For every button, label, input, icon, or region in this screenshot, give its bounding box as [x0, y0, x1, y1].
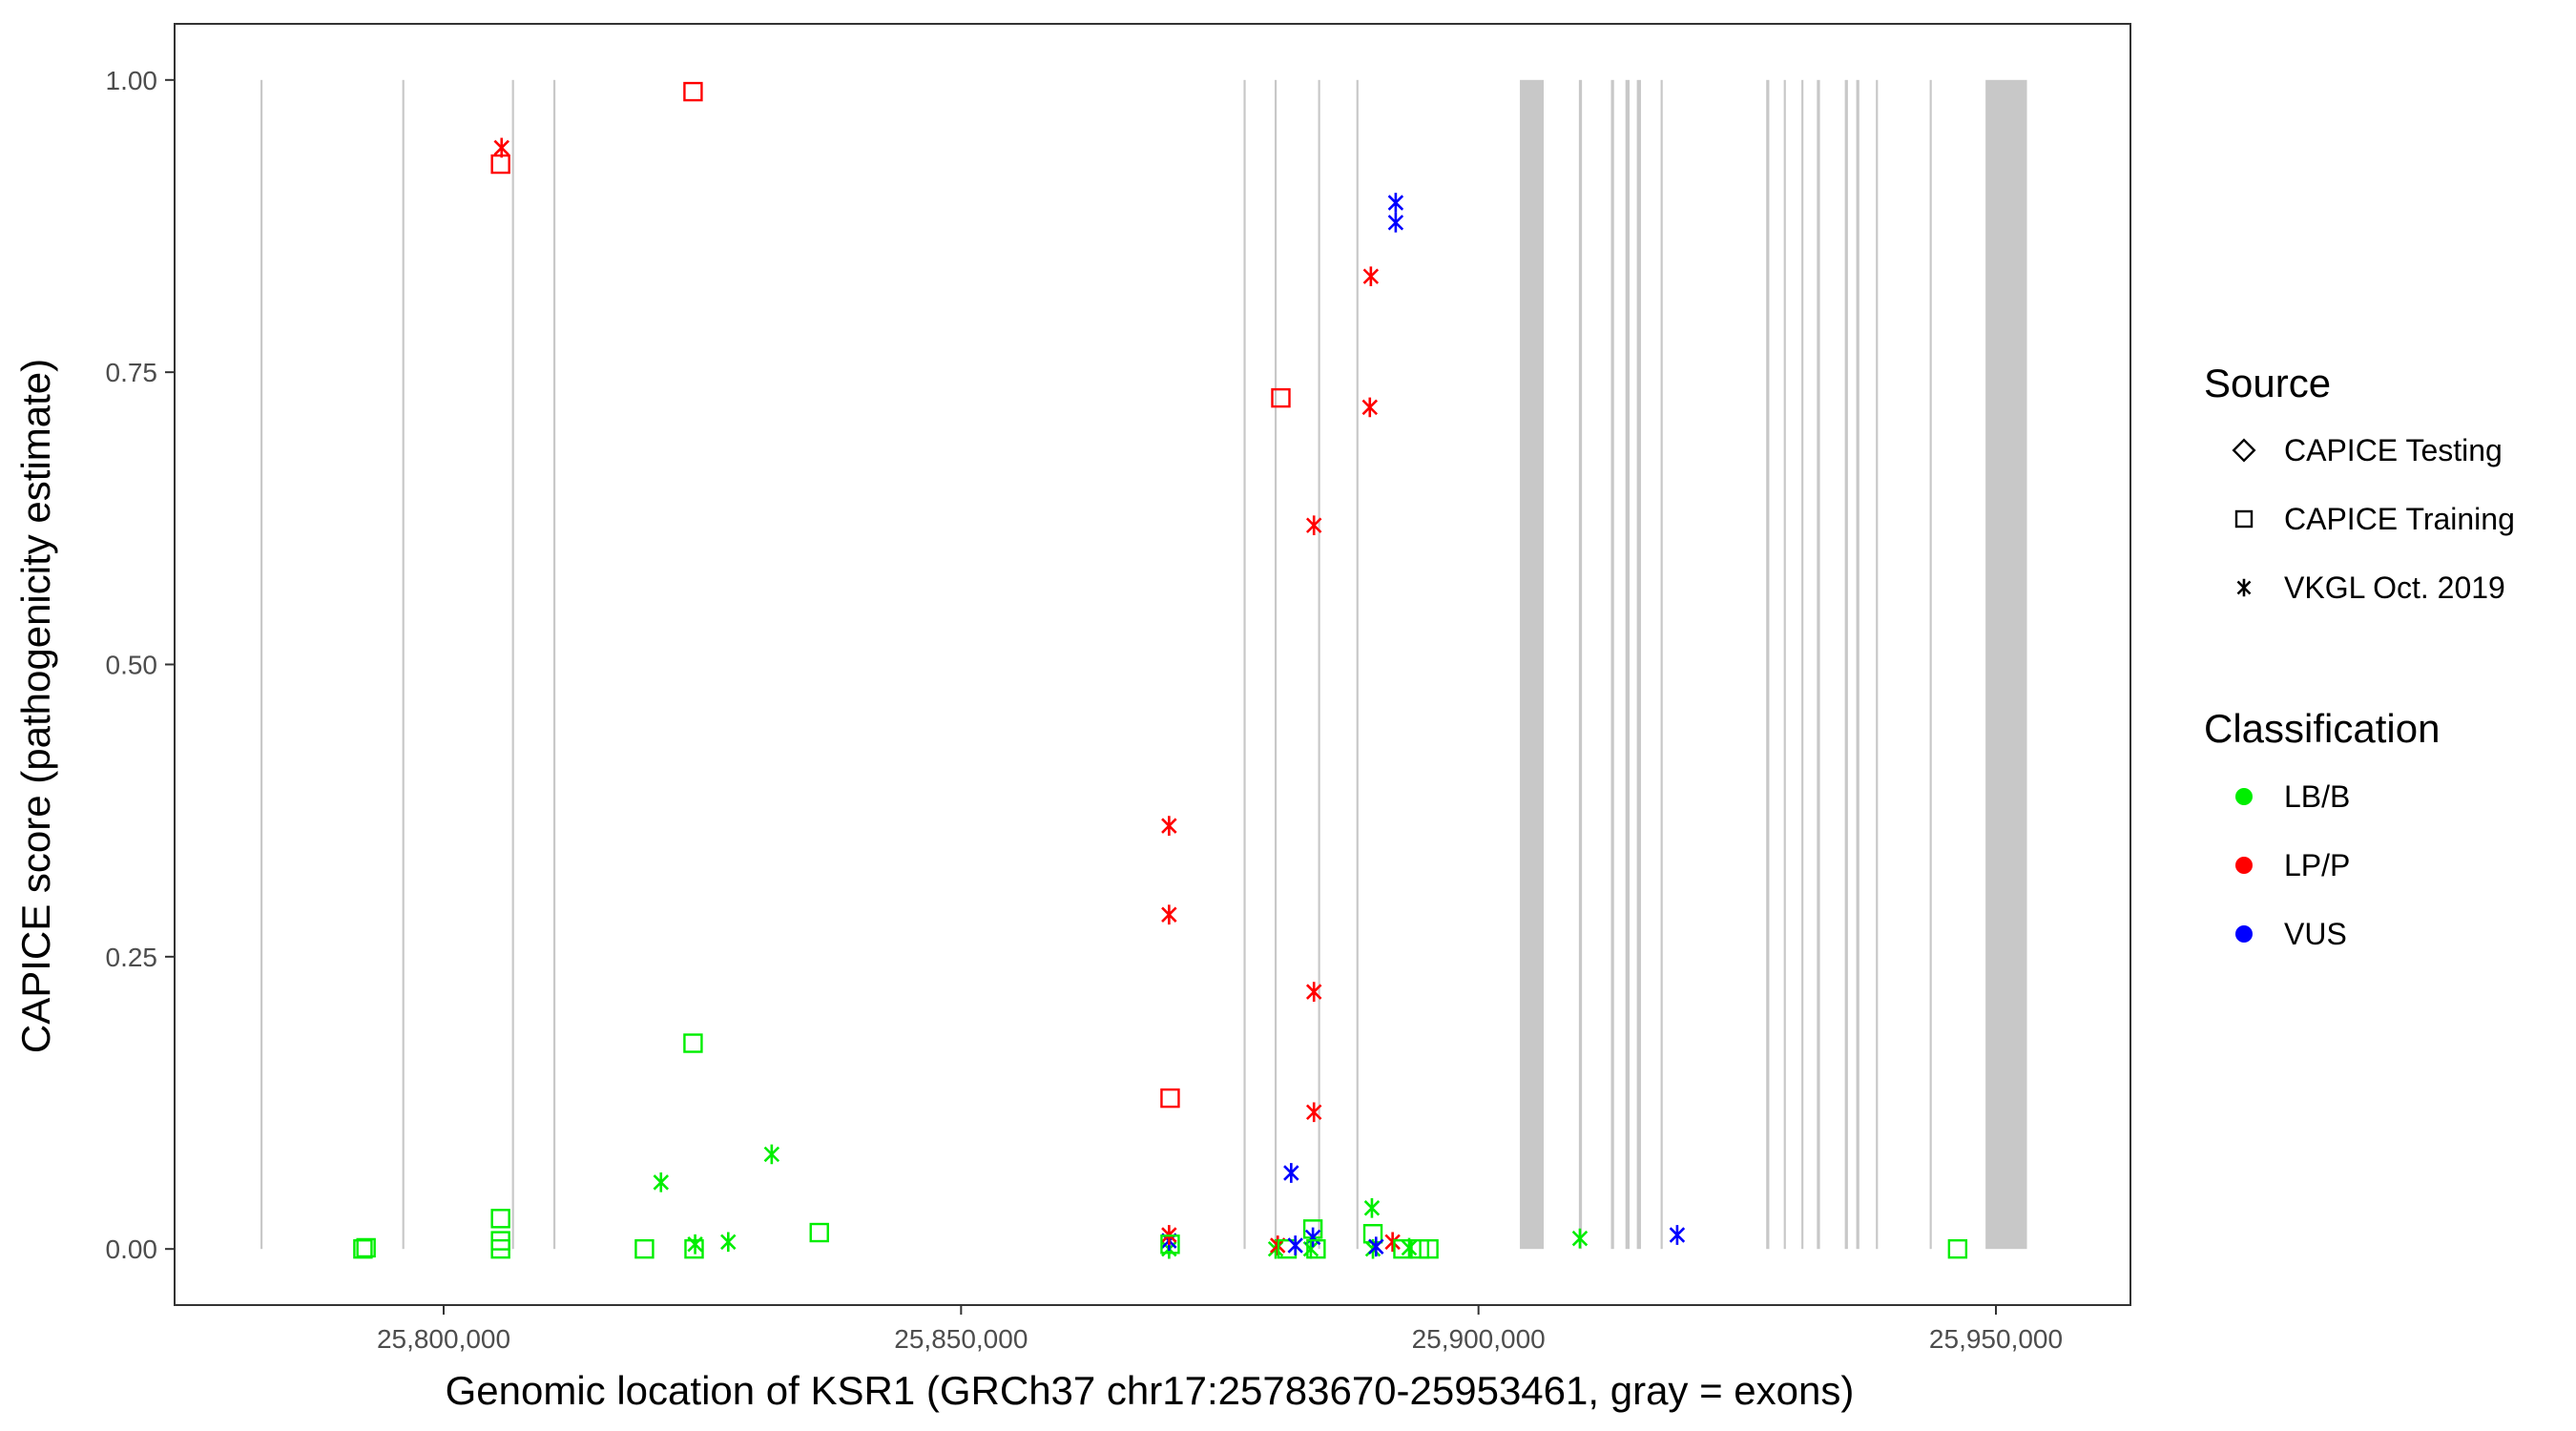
legend-source-key-2: [2236, 578, 2252, 597]
exon-band-12: [1636, 79, 1641, 1250]
exon-band-0: [260, 79, 263, 1250]
legend-class-key-2: [2235, 925, 2253, 943]
data-point-6: [493, 137, 509, 158]
data-point-7: [634, 1238, 654, 1259]
legend-source-title: Source: [2204, 361, 2331, 405]
exon-band-3: [552, 79, 556, 1250]
data-point-27: [1283, 1163, 1299, 1183]
x-axis-title: Genomic location of KSR1 (GRCh37 chr17:2…: [446, 1368, 1855, 1413]
legend-classification-title: Classification: [2204, 706, 2440, 751]
exon-band-4: [1243, 79, 1246, 1250]
y-axis-title: CAPICE score (pathogenicity estimate): [13, 359, 58, 1053]
exon-band-11: [1625, 79, 1631, 1250]
data-point-0: [353, 1238, 373, 1259]
data-point-12: [687, 1234, 703, 1255]
exon-band-6: [1318, 79, 1320, 1250]
data-point-34: [1305, 515, 1322, 536]
legend-source-key-0: [2232, 438, 2256, 463]
exon-bands: [260, 79, 2027, 1250]
data-point-48: [1419, 1238, 1439, 1259]
data-point-35: [1306, 1238, 1326, 1259]
data-point-50: [1669, 1225, 1686, 1245]
exon-band-15: [1783, 79, 1786, 1250]
data-point-28: [1287, 1235, 1303, 1255]
data-point-10: [683, 81, 703, 102]
data-point-36: [1361, 397, 1379, 418]
data-point-14: [763, 1144, 780, 1165]
exon-band-2: [511, 79, 514, 1250]
data-point-33: [1305, 982, 1322, 1002]
legend-source-label: VKGL Oct. 2019: [2284, 570, 2505, 605]
y-tick-label: 0.00: [106, 1234, 158, 1264]
x-tick-label: 25,950,000: [1929, 1324, 2063, 1354]
data-point-46: [1401, 1237, 1418, 1258]
exon-band-18: [1844, 79, 1848, 1250]
legend-class-label: LB/B: [2284, 779, 2350, 814]
data-point-20: [1161, 816, 1177, 836]
y-tick-label: 0.50: [106, 651, 158, 680]
exon-band-19: [1856, 79, 1859, 1250]
exon-band-7: [1356, 79, 1359, 1250]
exon-band-14: [1766, 79, 1770, 1250]
legend-source-key-1: [2234, 509, 2254, 529]
data-point-1: [356, 1237, 376, 1258]
exon-band-8: [1520, 79, 1544, 1250]
exon-band-13: [1660, 79, 1663, 1250]
exon-band-5: [1274, 79, 1278, 1250]
legend-classification-items: LB/B LP/P VUS: [2235, 779, 2350, 951]
data-point-42: [1384, 1232, 1401, 1253]
data-point-4: [490, 1209, 510, 1229]
x-tick-label: 25,900,000: [1412, 1324, 1546, 1354]
exon-band-10: [1610, 79, 1614, 1250]
x-tick-label: 25,800,000: [377, 1324, 510, 1354]
data-point-15: [809, 1222, 829, 1243]
x-axis: 25,800,000 25,850,000 25,900,000 25,950,000: [377, 1305, 2063, 1354]
exon-band-9: [1578, 79, 1583, 1250]
x-tick-label: 25,850,000: [894, 1324, 1028, 1354]
exon-band-17: [1817, 79, 1820, 1250]
data-point-43: [1387, 212, 1404, 233]
legend-class-key-0: [2235, 788, 2253, 805]
legend-source-label: CAPICE Testing: [2284, 433, 2503, 467]
data-point-32: [1305, 1102, 1322, 1123]
legend-class-label: VUS: [2284, 917, 2347, 951]
data-point-51: [1947, 1238, 1968, 1259]
data-point-49: [1571, 1228, 1589, 1249]
data-point-37: [1362, 266, 1380, 287]
data-points: [353, 81, 1968, 1259]
exon-band-1: [402, 79, 405, 1250]
exon-band-16: [1801, 79, 1804, 1250]
data-point-19: [1161, 904, 1177, 925]
data-point-9: [683, 1033, 703, 1053]
y-axis: 0.00 0.25 0.50 0.75 1.00: [106, 66, 175, 1264]
y-tick-label: 1.00: [106, 66, 158, 95]
data-point-41: [1368, 1236, 1384, 1257]
legend-source-label: CAPICE Training: [2284, 502, 2515, 536]
data-point-3: [490, 1231, 510, 1251]
legend: Source CAPICE Testing CAPICE Training VKGL…: [2204, 361, 2515, 951]
exon-band-20: [1876, 79, 1879, 1250]
data-point-25: [1271, 387, 1291, 408]
data-point-22: [1160, 1234, 1180, 1255]
data-point-21: [1160, 1088, 1180, 1109]
legend-class-key-1: [2235, 857, 2253, 874]
exon-band-21: [1929, 79, 1932, 1250]
exon-band-22: [1985, 79, 2027, 1250]
data-point-44: [1387, 193, 1404, 213]
data-point-38: [1363, 1197, 1381, 1218]
legend-source-items: CAPICE Testing CAPICE Training VKGL Oct. 2…: [2232, 433, 2515, 605]
y-tick-label: 0.25: [106, 943, 158, 972]
data-point-8: [653, 1172, 670, 1192]
data-point-13: [720, 1232, 737, 1253]
y-tick-label: 0.75: [106, 358, 158, 387]
legend-class-label: LP/P: [2284, 848, 2350, 882]
